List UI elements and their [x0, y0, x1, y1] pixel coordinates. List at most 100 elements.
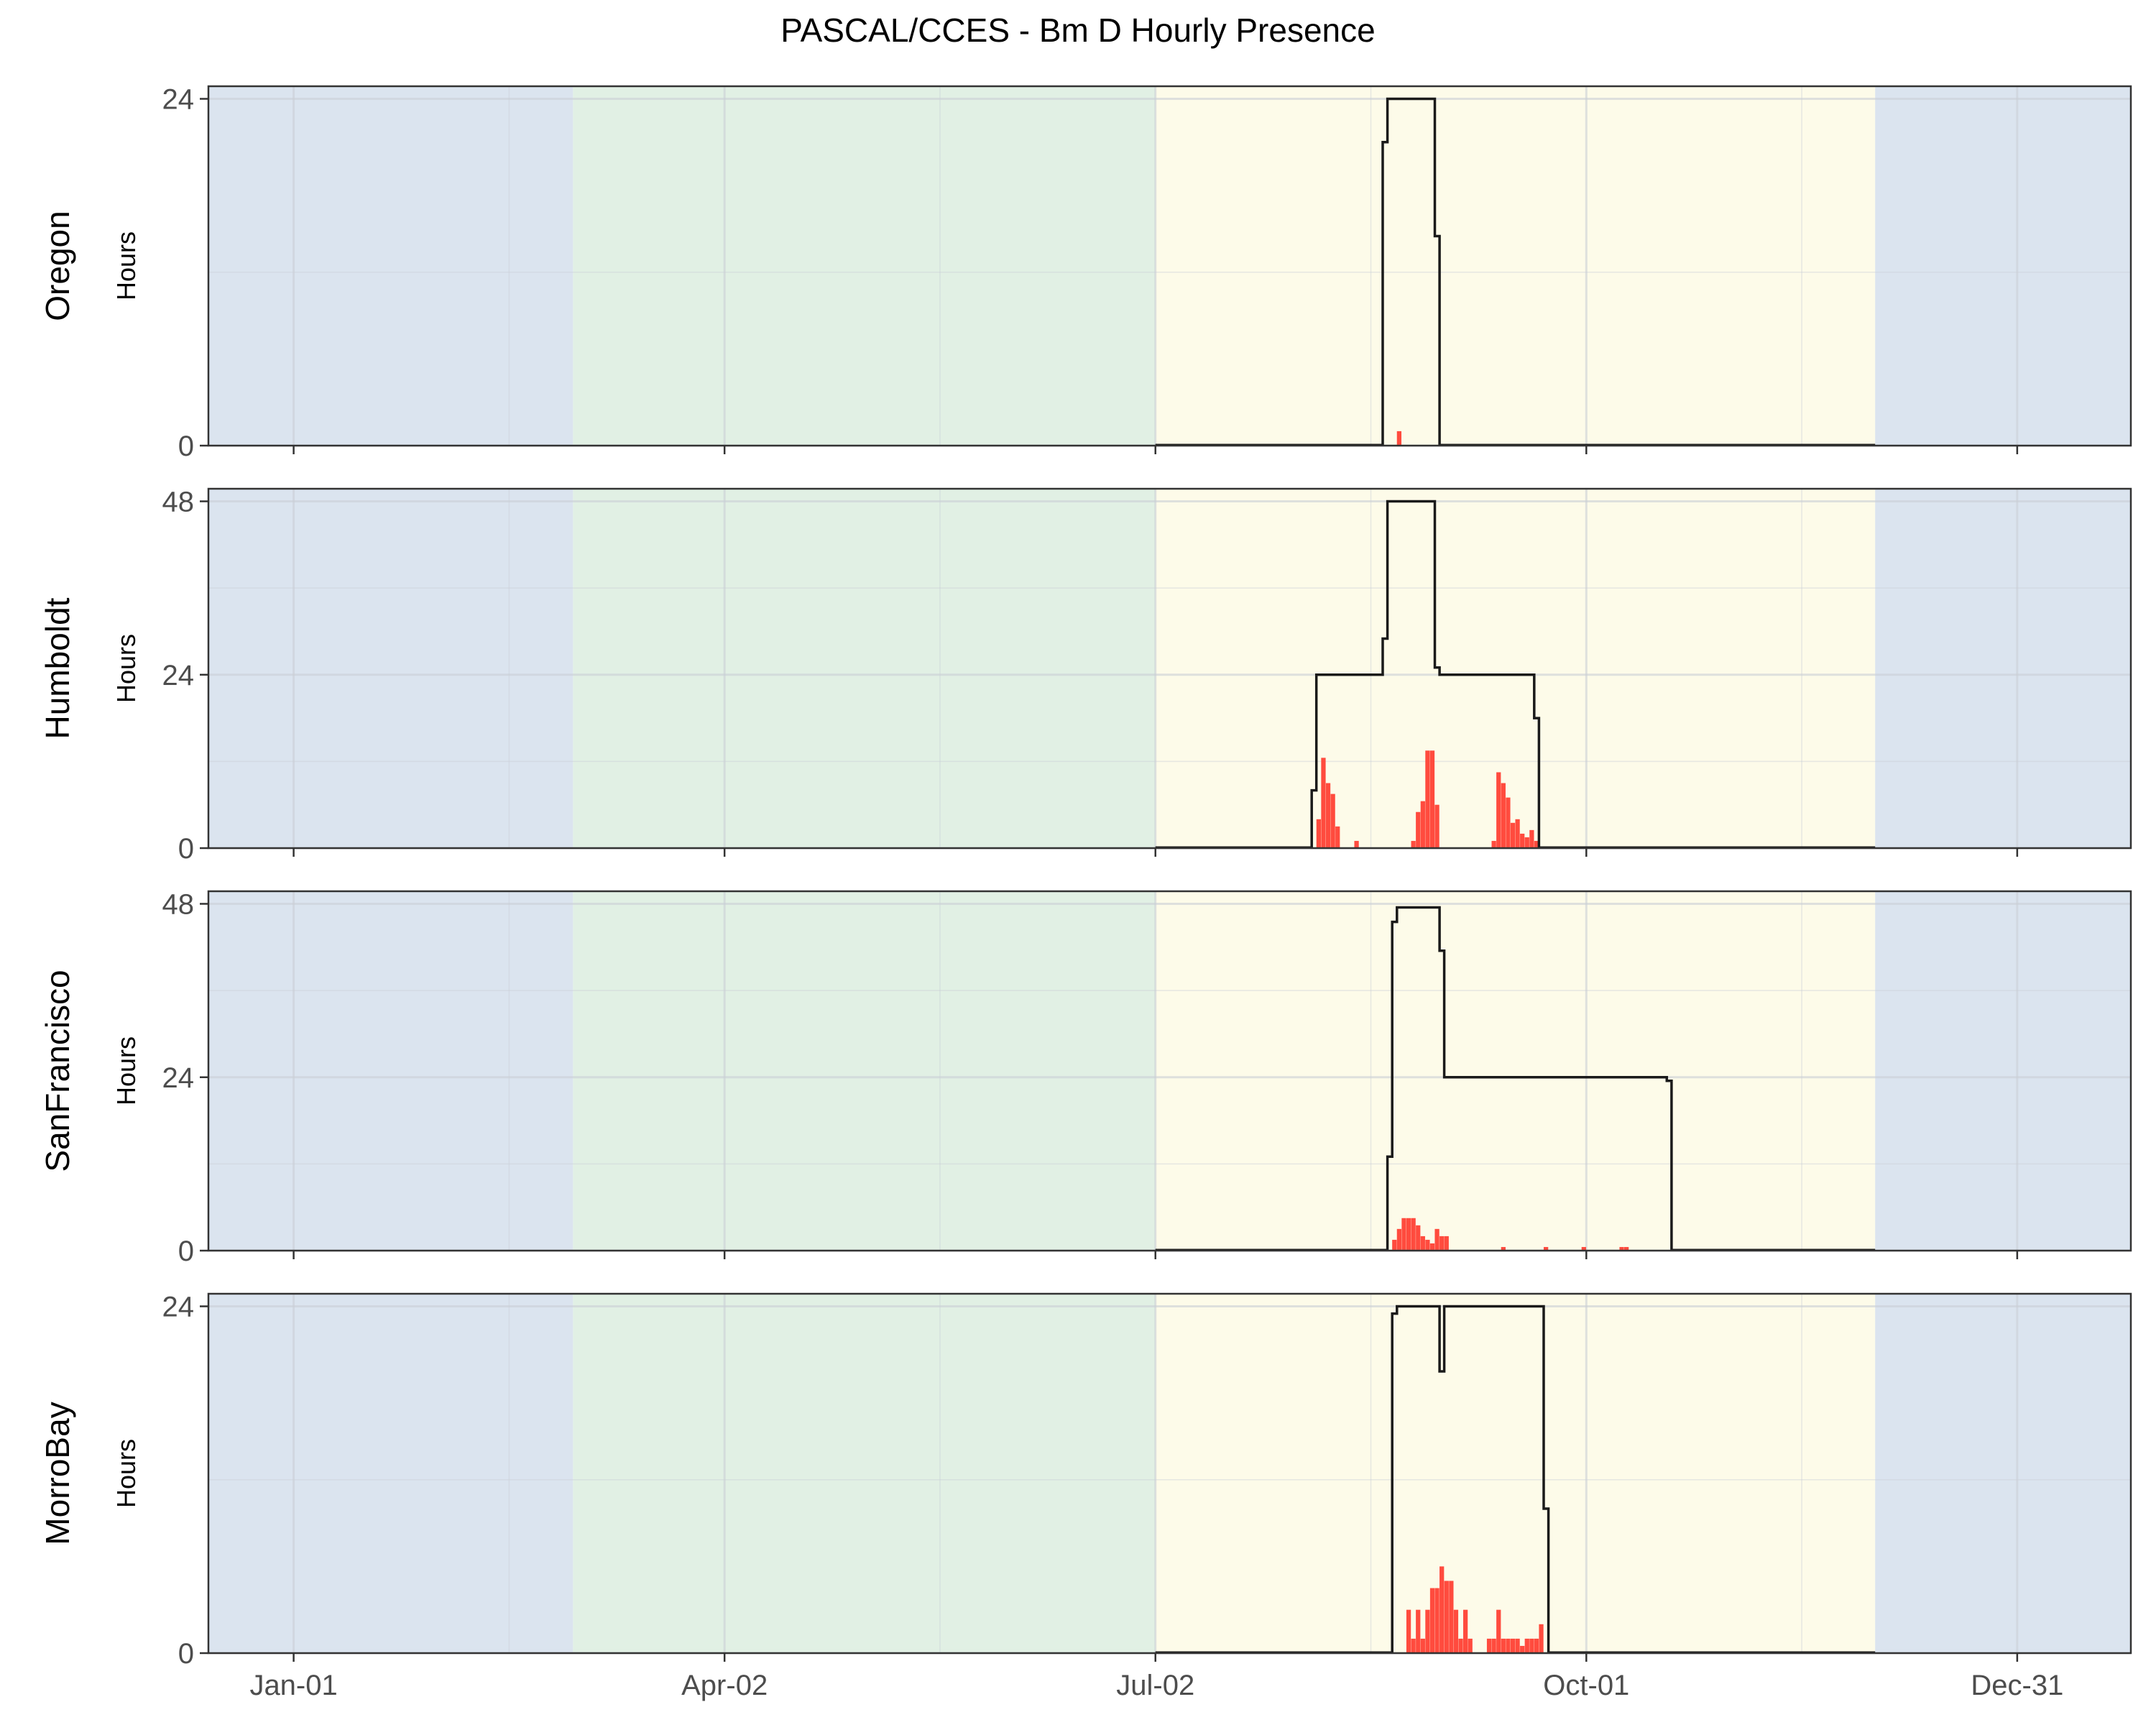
panel-label: MorroBay [39, 1402, 76, 1545]
y-tick-label: 24 [162, 1292, 195, 1323]
panel-border [207, 487, 2132, 850]
presence-bar [1411, 1638, 1416, 1653]
presence-bar [1411, 1218, 1416, 1251]
presence-bar [1515, 819, 1520, 848]
presence-bar [1425, 1609, 1430, 1653]
y-tick-label: 24 [162, 84, 195, 116]
presence-bar [1406, 1609, 1411, 1653]
panel-sanfrancisco: 0 24 48 Hours SanFrancisco [39, 889, 2132, 1267]
y-tick-label: 24 [162, 660, 195, 691]
presence-bar [1520, 833, 1525, 848]
y-tick-label: 48 [162, 889, 195, 921]
panel-oregon: 0 24 Hours Oregon [39, 84, 2132, 462]
presence-bar [1325, 783, 1331, 848]
presence-bar [1330, 794, 1335, 848]
presence-bar [1425, 1239, 1430, 1251]
season-band [1875, 489, 2131, 848]
presence-bar [1434, 1588, 1439, 1653]
presence-bar [1496, 1609, 1501, 1653]
presence-bar [1506, 1638, 1511, 1653]
presence-bar [1444, 1581, 1449, 1653]
effort-line [1310, 500, 1541, 848]
presence-bar [1462, 1609, 1468, 1653]
y-tick-label: 0 [178, 1236, 194, 1267]
presence-bar [1420, 1638, 1425, 1653]
presence-bar [1458, 1638, 1463, 1653]
presence-bar [1468, 1638, 1473, 1653]
season-band [208, 891, 573, 1251]
presence-bar [1534, 840, 1539, 848]
x-tick-label: Dec-31 [1971, 1670, 2063, 1701]
presence-bar [1439, 1236, 1445, 1251]
season-band [208, 86, 573, 446]
effort-line [1386, 906, 1673, 1251]
presence-bar [1510, 822, 1516, 848]
presence-bar [1434, 1228, 1439, 1251]
chart-title: PASCAL/CCES - Bm D Hourly Presence [780, 12, 1375, 49]
presence-bar [1506, 797, 1511, 848]
y-axis-label: Hours [111, 231, 141, 300]
presence-bar [1316, 819, 1322, 848]
presence-bar [1429, 1588, 1435, 1653]
x-tick-label: Jul-02 [1116, 1670, 1194, 1701]
panel-humboldt: 0 24 48 Hours Humboldt [39, 487, 2132, 865]
presence-bar [1434, 804, 1439, 848]
presence-bar [1524, 1638, 1529, 1653]
presence-bar [1411, 840, 1416, 848]
presence-bar [1453, 1609, 1459, 1653]
presence-bar [1619, 1246, 1624, 1251]
presence-bar [1581, 1246, 1586, 1251]
presence-bar [1354, 840, 1359, 848]
presence-bar [1529, 1638, 1534, 1653]
presence-bar [1539, 1624, 1544, 1653]
season-band [573, 489, 1156, 848]
presence-bar [1429, 750, 1435, 848]
presence-bar [1335, 826, 1340, 848]
y-tick-label: 0 [178, 833, 194, 865]
presence-bar [1501, 783, 1506, 848]
presence-bar [1425, 750, 1430, 848]
presence-bar [1420, 1236, 1425, 1251]
x-tick-label: Apr-02 [681, 1670, 768, 1701]
presence-bar [1544, 1246, 1549, 1251]
season-band [1875, 1294, 2131, 1653]
presence-bar [1449, 1581, 1454, 1653]
presence-bar [1510, 1638, 1516, 1653]
presence-bar [1501, 1638, 1506, 1653]
x-tick-label: Oct-01 [1543, 1670, 1629, 1701]
presence-bar [1515, 1638, 1520, 1653]
season-band [1875, 891, 2131, 1251]
season-band [573, 1294, 1156, 1653]
panel-border [207, 85, 2132, 447]
x-tick-label: Jan-01 [249, 1670, 337, 1701]
presence-bar [1491, 1638, 1496, 1653]
presence-bar [1624, 1246, 1629, 1251]
panel-label: Oregon [39, 211, 76, 321]
presence-bar [1396, 431, 1402, 446]
presence-bar [1486, 1638, 1492, 1653]
presence-bar [1392, 1239, 1397, 1251]
presence-bar [1420, 801, 1425, 848]
season-band [1155, 86, 1876, 446]
presence-bar [1416, 1225, 1421, 1251]
presence-bar [1321, 758, 1326, 848]
season-band [208, 1294, 573, 1653]
y-axis-label: Hours [111, 634, 141, 703]
panel-border [207, 1292, 2132, 1655]
y-tick-label: 48 [162, 487, 195, 518]
season-band [573, 86, 1156, 446]
presence-bar [1401, 1218, 1406, 1251]
x-axis: Jan-01 Apr-02 Jul-02 Oct-01 Dec-31 [249, 1670, 2063, 1701]
presence-bar [1439, 1566, 1445, 1653]
season-band [1155, 489, 1876, 848]
season-band [573, 891, 1156, 1251]
panel-border [207, 890, 2132, 1252]
season-band [1155, 1294, 1876, 1653]
presence-bar [1496, 772, 1501, 848]
presence-bar [1444, 1236, 1449, 1251]
y-tick-label: 24 [162, 1062, 195, 1094]
presence-bar [1520, 1645, 1525, 1653]
y-axis-label: Hours [111, 1439, 141, 1508]
effort-line [1381, 97, 1441, 446]
